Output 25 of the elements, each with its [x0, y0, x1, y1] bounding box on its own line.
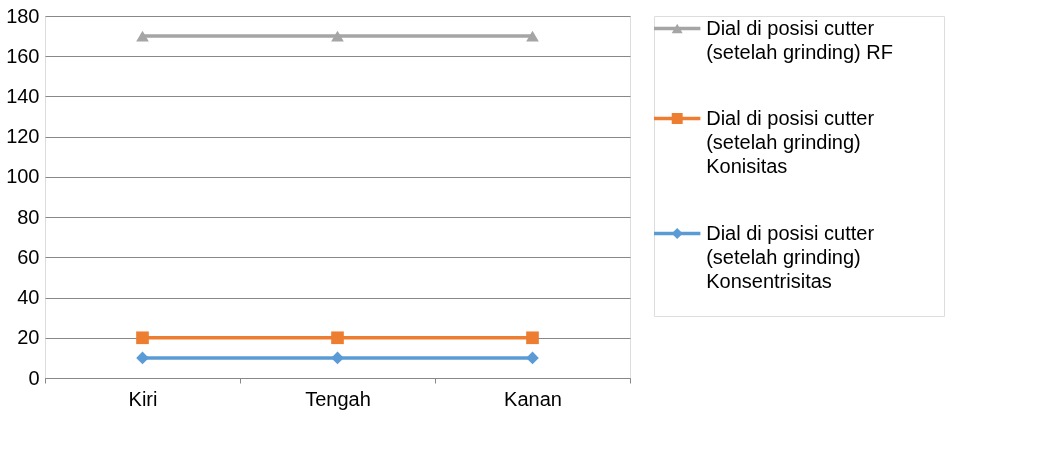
y-tick-label: 20 — [17, 326, 40, 349]
y-tick-label: 140 — [6, 84, 40, 107]
point — [331, 331, 344, 345]
x-tick-label: Kiri — [128, 387, 158, 410]
y-tick-label: 160 — [6, 44, 40, 67]
y-tick-label: 0 — [28, 366, 40, 389]
y-tick-label: 80 — [17, 205, 40, 228]
y-tick-label: 180 — [6, 4, 40, 27]
y-tick-label: 60 — [17, 245, 40, 268]
point — [526, 331, 539, 345]
point — [526, 351, 539, 365]
legend-label: Dial di posisi cutter (setelah grinding) Konsentrisitas — [706, 221, 875, 292]
point — [331, 30, 344, 42]
x-tick-label: Kanan — [504, 387, 562, 410]
point — [136, 30, 149, 42]
y-tick-label: 120 — [6, 125, 40, 148]
point — [526, 30, 539, 42]
legend-label: Dial di posisi cutter (setelah grinding) RF — [706, 16, 893, 63]
point — [136, 351, 149, 365]
x-tick-label: Tengah — [305, 387, 371, 410]
y-tick-label: 40 — [17, 286, 40, 309]
point — [331, 351, 344, 365]
legend-label: Dial di posisi cutter (setelah grinding) Konisitas — [706, 106, 875, 177]
y-tick-label: 100 — [6, 165, 40, 188]
point — [136, 331, 149, 345]
